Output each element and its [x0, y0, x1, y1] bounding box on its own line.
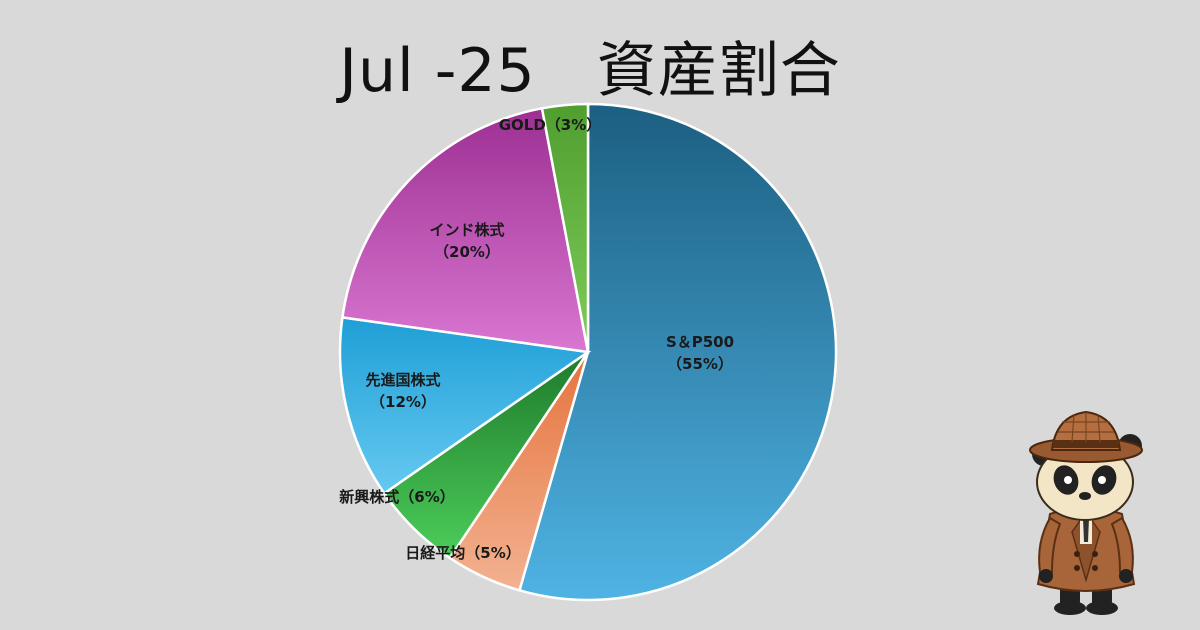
- slice-percent-0: （55%）: [667, 355, 733, 373]
- slice-label-3: 先進国株式: [365, 371, 440, 389]
- slice-label-4: インド株式: [429, 221, 504, 239]
- slice-label-2: 新興株式（6%）: [339, 488, 454, 506]
- pie-slice-0: [517, 102, 838, 602]
- slice-label-5: GOLD（3%）: [499, 116, 602, 134]
- pie-slice-4: [341, 106, 590, 354]
- pie-slice-5: [540, 102, 590, 353]
- slice-percent-3: （12%）: [370, 393, 436, 411]
- chart-title: Jul -25 資産割合: [339, 36, 841, 106]
- slice-percent-4: （20%）: [434, 243, 500, 261]
- slice-label-0: S＆P500: [666, 333, 734, 351]
- pie-slice-3: [338, 315, 592, 496]
- detective-panda-icon: [1029, 410, 1143, 615]
- slice-label-1: 日経平均（5%）: [405, 544, 520, 562]
